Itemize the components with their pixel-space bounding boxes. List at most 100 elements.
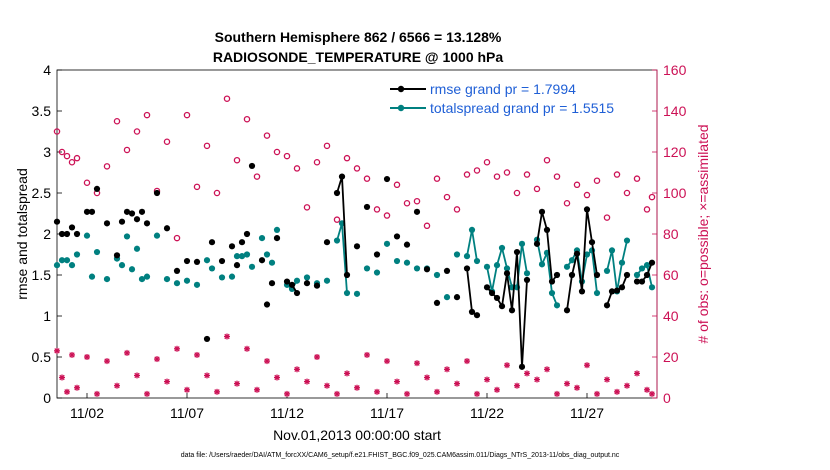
possible-obs-point: [533, 185, 541, 193]
legend-marker-rmse: [397, 85, 405, 93]
rmse-point: [483, 284, 491, 291]
rmse-point: [433, 299, 441, 306]
totalspread-point: [638, 265, 646, 272]
assimilated-obs-point: [69, 351, 75, 358]
rmse-point: [123, 208, 131, 215]
rmse-point: [208, 239, 216, 246]
x-tick-label: 11/27: [570, 405, 604, 421]
possible-obs-point: [393, 181, 401, 189]
totalspread-point: [498, 244, 506, 252]
rmse-point: [248, 162, 256, 170]
totalspread-point: [263, 251, 271, 258]
assimilated-obs-point: [544, 366, 550, 373]
totalspread-point: [383, 240, 391, 247]
x-tick-label: 11/07: [170, 405, 204, 421]
totalspread-point: [73, 251, 81, 258]
assimilated-obs-point: [634, 370, 640, 377]
assimilated-obs-point: [74, 384, 80, 391]
possible-obs-point: [603, 214, 611, 221]
rmse-point: [163, 225, 171, 232]
possible-obs-point: [573, 181, 581, 189]
rmse-point: [533, 240, 541, 247]
possible-obs-point: [233, 156, 241, 164]
assimilated-obs-point: [394, 378, 400, 385]
possible-obs-point: [213, 189, 221, 197]
rmse-point: [83, 208, 91, 215]
assimilated-obs-point: [164, 378, 170, 385]
possible-obs-point: [553, 173, 561, 180]
left-axis-ticks: 0 0.5 1 1.5 2 2.5 3 3.5 4: [32, 62, 62, 406]
assimilated-obs-point: [334, 390, 340, 397]
assimilated-obs-point: [594, 390, 600, 397]
possible-obs-point: [463, 171, 471, 178]
totalspread-point: [238, 253, 246, 260]
rmse-point: [403, 241, 411, 248]
assimilated-obs-point: [524, 370, 530, 377]
rmse-point: [633, 278, 641, 285]
rmse-point: [233, 262, 241, 269]
possible-obs-point: [423, 222, 431, 230]
y-right-tick-label: 0: [663, 390, 671, 406]
rmse-point: [503, 270, 511, 277]
y-tick-label: 4: [43, 62, 51, 78]
y-tick-label: 3: [43, 144, 51, 160]
rmse-point: [288, 281, 296, 288]
assimilated-obs-point: [454, 380, 460, 387]
rmse-point: [588, 239, 596, 246]
assimilated-obs-point: [604, 376, 610, 383]
possible-obs-point: [643, 206, 651, 213]
rmse-point: [133, 216, 141, 223]
rmse-point: [578, 288, 586, 295]
totalspread-point: [243, 251, 251, 258]
totalspread-point: [118, 262, 126, 269]
assimilated-obs-point: [154, 356, 160, 363]
totalspread-point: [218, 274, 226, 281]
rmse-point: [273, 235, 281, 242]
totalspread-point: [473, 257, 481, 265]
totalspread-point: [503, 265, 511, 272]
x-tick-label: 11/22: [470, 405, 504, 421]
assimilated-obs-point: [504, 362, 510, 369]
rmse-point: [413, 208, 421, 215]
possible-obs-point: [53, 128, 61, 135]
possible-obs-point: [303, 204, 311, 211]
possible-obs-point: [383, 212, 391, 219]
totalspread-point: [233, 253, 241, 260]
y-axis-label: rmse and totalspread: [14, 168, 30, 300]
totalspread-point: [203, 257, 211, 264]
y-tick-label: 3.5: [32, 103, 52, 119]
possible-obs-point: [73, 154, 81, 162]
rmse-point: [128, 210, 136, 217]
totalspread-point: [303, 274, 311, 281]
possible-obs-point: [113, 118, 121, 125]
assimilated-obs-point: [414, 360, 420, 367]
rmse-point: [573, 250, 581, 257]
possible-obs-point: [403, 199, 411, 207]
rmse-point: [268, 280, 276, 287]
rmse-point: [363, 203, 371, 211]
totalspread-point: [88, 273, 96, 280]
observation-count-markers: [53, 95, 656, 397]
assimilated-obs-point: [434, 388, 440, 395]
totalspread-point: [618, 259, 626, 266]
totalspread-line-segment: [536, 239, 558, 306]
totalspread-point: [413, 265, 421, 272]
possible-obs-point: [223, 95, 231, 102]
assimilated-obs-point: [534, 376, 540, 383]
possible-obs-point: [283, 152, 291, 160]
assimilated-obs-point: [324, 382, 330, 389]
possible-obs-point: [593, 177, 601, 184]
possible-obs-point: [133, 128, 141, 135]
totalspread-point: [293, 277, 301, 284]
totalspread-point: [603, 267, 611, 274]
rmse-point: [623, 271, 631, 279]
rmse-point: [568, 271, 576, 279]
x-tick-label: 11/17: [370, 405, 404, 421]
totalspread-point: [373, 269, 381, 276]
y-tick-label: 1: [43, 308, 51, 324]
assimilated-obs-point: [514, 382, 520, 389]
assimilated-obs-point: [644, 386, 650, 393]
rmse-point: [143, 220, 151, 227]
totalspread-point: [353, 290, 361, 297]
totalspread-point: [553, 302, 561, 309]
